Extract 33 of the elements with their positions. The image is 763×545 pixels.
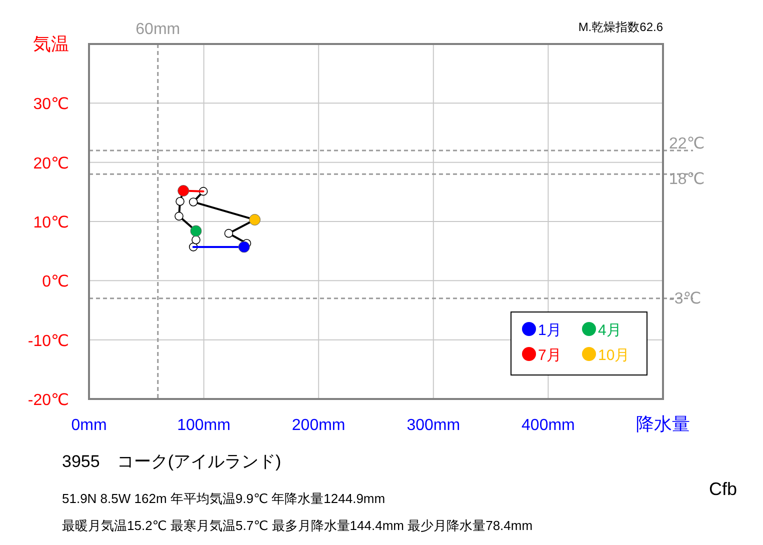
legend-label: 1月 xyxy=(538,322,562,339)
ref-line-label: 60mm xyxy=(136,21,180,38)
x-axis-title: 降水量 xyxy=(636,414,690,434)
legend-label: 7月 xyxy=(538,347,562,364)
y-tick-label: 0℃ xyxy=(42,274,69,291)
x-tick-label: 400mm xyxy=(522,417,575,434)
point xyxy=(178,184,190,196)
y-tick-label: -10℃ xyxy=(28,332,69,350)
text: 最暖月気温15.2℃ 最寒月気温5.7℃ 最多月降水量144.4mm 最少月降水量78.4mm xyxy=(62,518,533,533)
text: M.乾燥指数62.6 xyxy=(578,20,664,34)
y-tick-label: 30℃ xyxy=(33,96,69,114)
point xyxy=(224,228,234,238)
legend-label: 4月 xyxy=(598,322,622,339)
legend-label: 10月 xyxy=(598,347,630,364)
text: 51.9N 8.5W 162m 年平均気温9.9℃ 年降水量1244.9mm xyxy=(62,491,386,506)
x-tick-label: 200mm xyxy=(292,417,346,434)
point xyxy=(190,225,202,237)
y-tick-label: 10℃ xyxy=(33,214,69,232)
point xyxy=(192,235,200,244)
y-tick-label: 20℃ xyxy=(33,155,69,172)
point xyxy=(176,196,184,206)
text: Cfb xyxy=(708,479,737,499)
ref-line-label: 22℃ xyxy=(669,136,705,152)
x-tick-label: 100mm xyxy=(177,417,230,434)
text: 3955 コーク(アイルランド) xyxy=(62,452,282,471)
y-axis-title: 気温 xyxy=(33,34,69,54)
point xyxy=(238,241,250,253)
point xyxy=(188,198,198,206)
y-tick-label: -20℃ xyxy=(28,392,69,409)
point xyxy=(174,212,184,221)
point xyxy=(249,214,261,226)
x-tick-label: 0mm xyxy=(71,417,107,434)
x-tick-label: 300mm xyxy=(406,417,460,434)
